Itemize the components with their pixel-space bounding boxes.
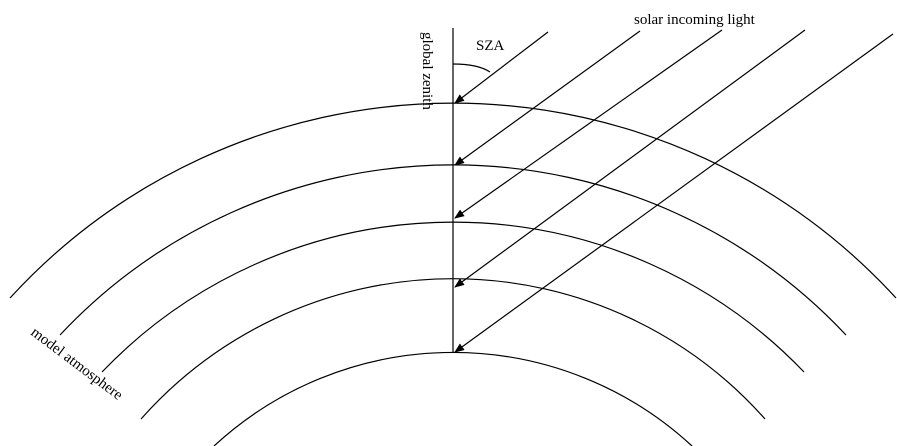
light-rays [454,29,894,353]
ray [454,33,894,353]
ray [454,30,641,166]
sza-label: SZA [476,38,505,54]
layer-arc [213,351,693,446]
light-label: solar incoming light [634,12,756,28]
atmosphere-label: model atmosphere [28,324,126,403]
zenith-label: global zenith [419,32,435,110]
angle-arc [452,63,491,73]
ray [454,31,549,104]
ray [454,29,806,288]
ray [454,29,723,219]
